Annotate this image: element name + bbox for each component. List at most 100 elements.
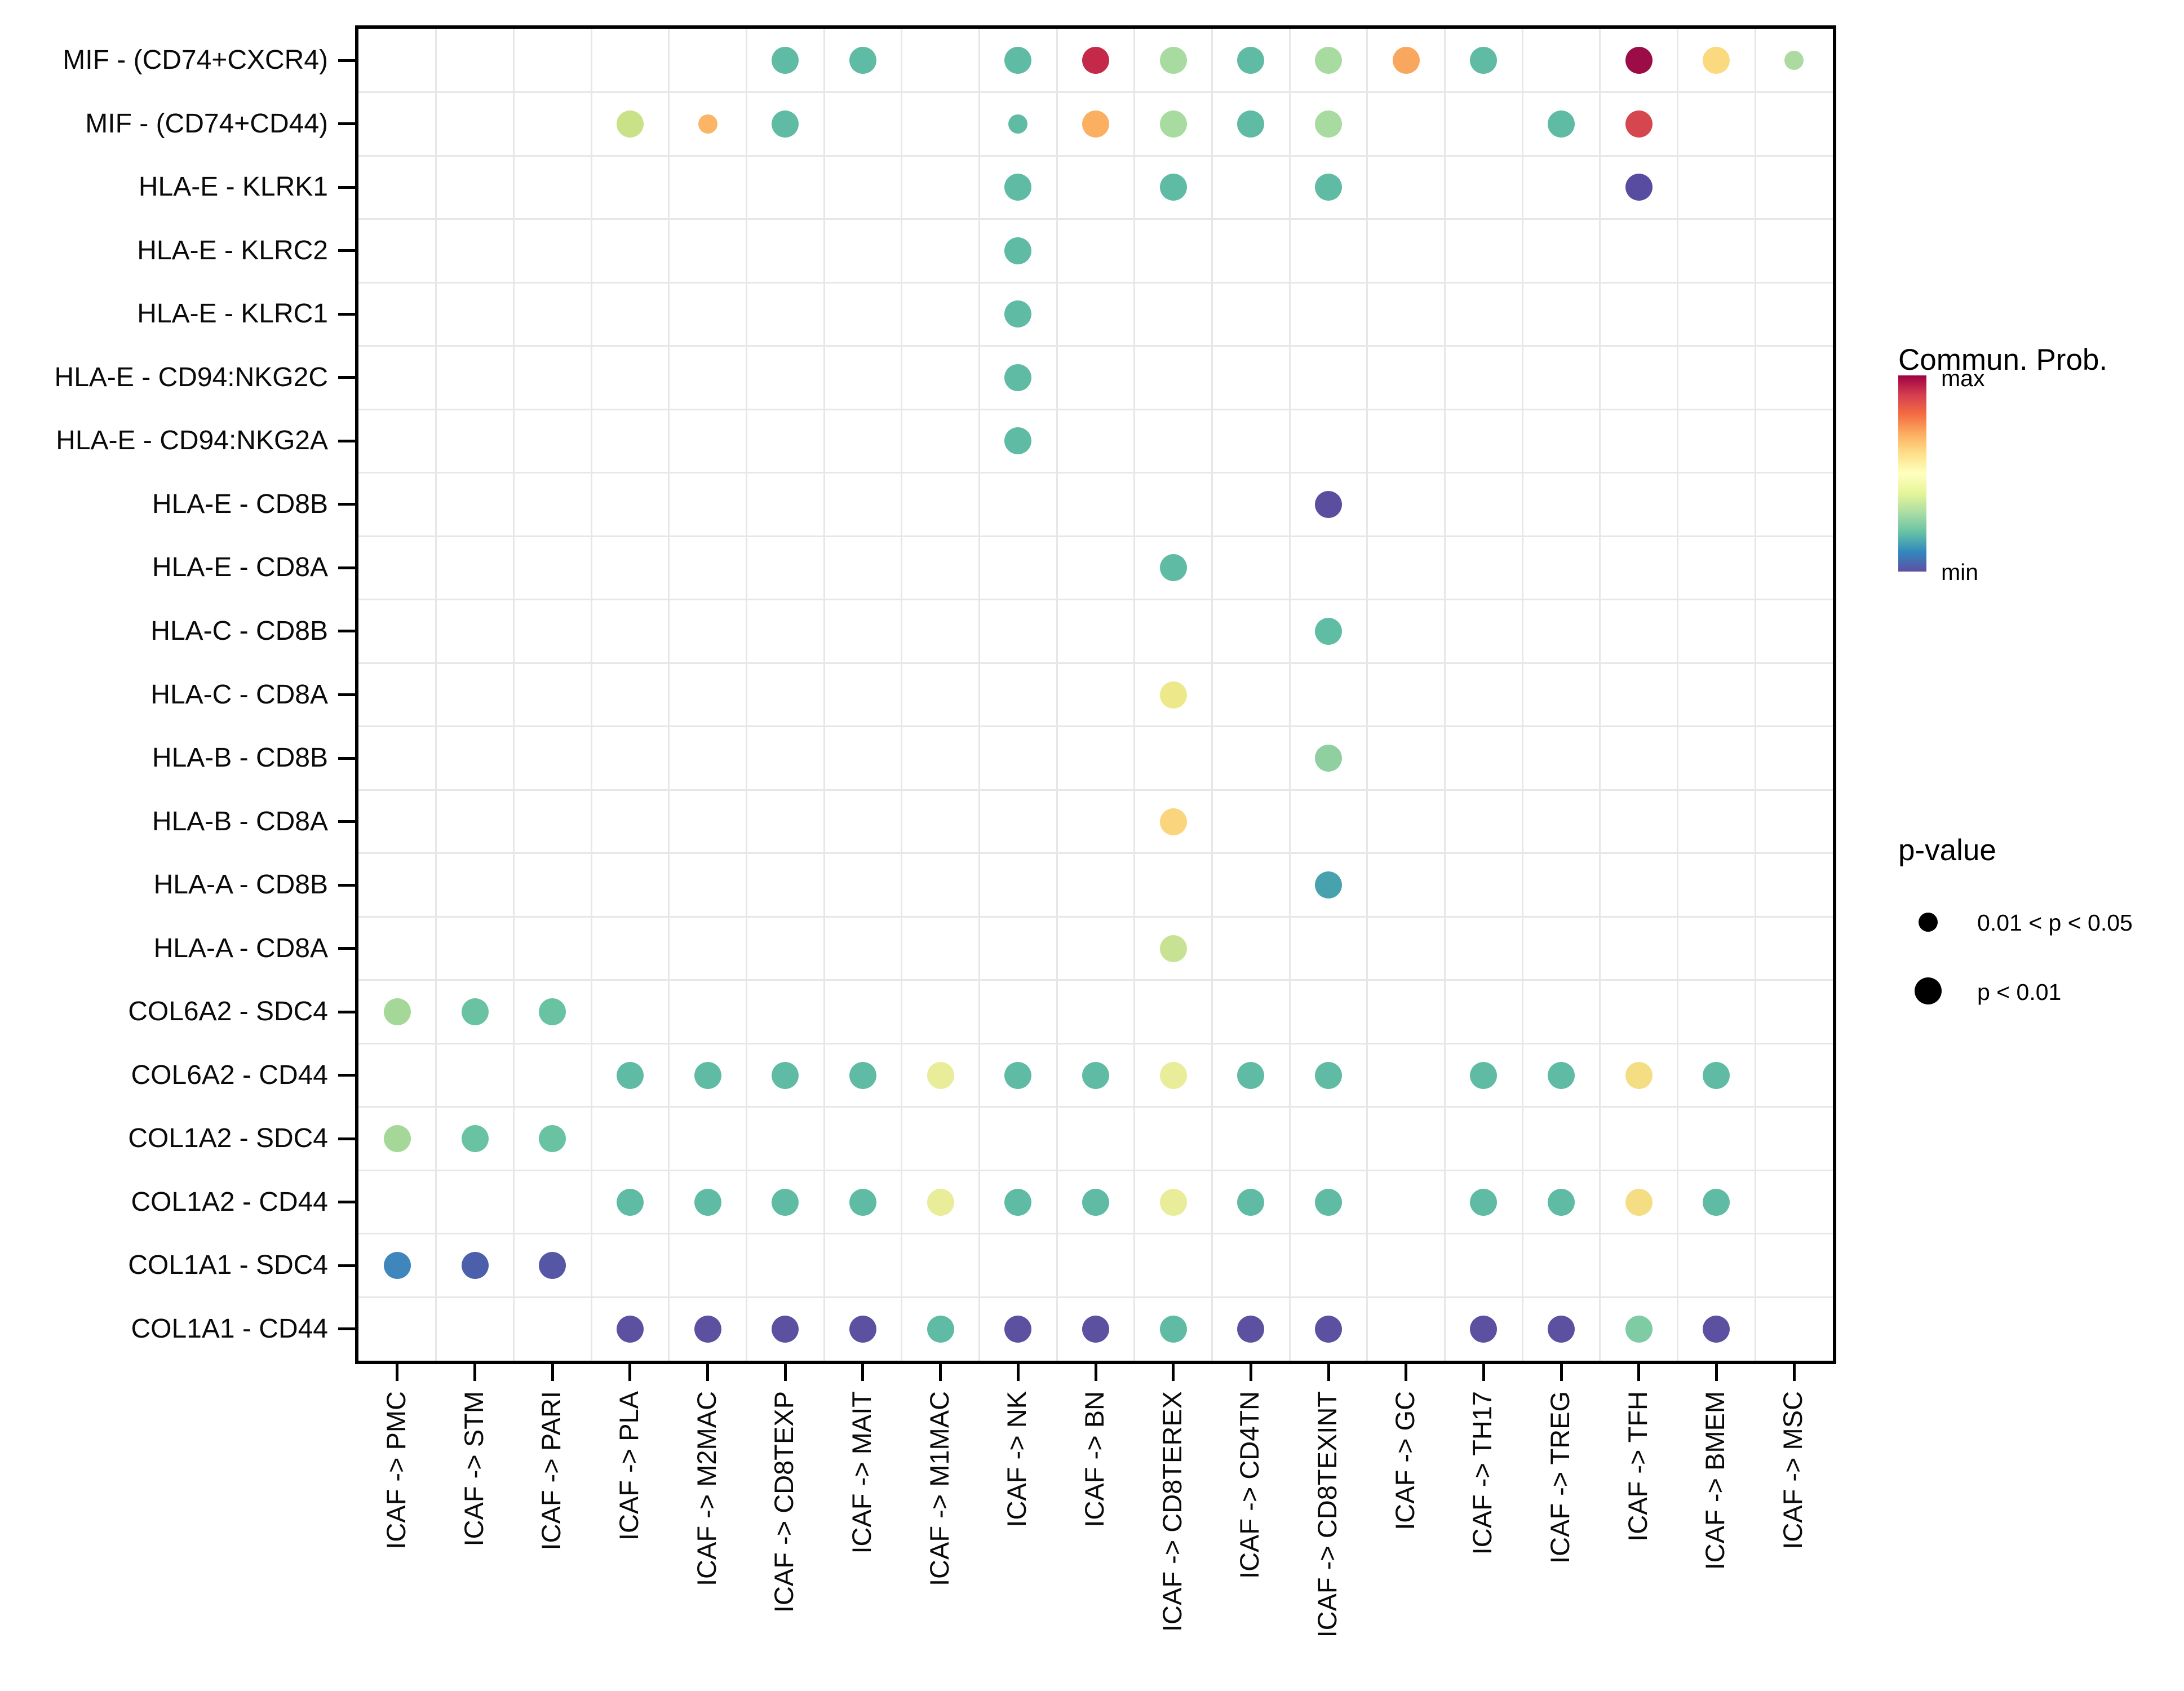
data-dot [1392, 47, 1420, 74]
grid-hline [358, 725, 1833, 728]
data-dot [772, 1061, 799, 1089]
y-axis-tick [338, 503, 355, 506]
data-dot [1784, 51, 1804, 70]
data-dot [1548, 110, 1575, 138]
data-dot [1237, 47, 1265, 74]
data-dot [383, 1252, 411, 1280]
x-axis-label: ICAF -> CD8TEXINT [1312, 1391, 1343, 1638]
data-dot [1237, 110, 1265, 138]
y-axis-tick [338, 122, 355, 126]
plot-grid [358, 29, 1833, 1361]
data-dot [461, 1125, 489, 1153]
y-axis-tick [338, 1137, 355, 1140]
data-dot [1625, 110, 1653, 138]
y-axis-label: COL1A2 - SDC4 [128, 1123, 328, 1154]
data-dot [539, 1252, 566, 1280]
data-dot [616, 1315, 644, 1343]
color-legend-max-label: max [1941, 365, 1985, 391]
x-axis-tick [1094, 1364, 1097, 1381]
data-dot [1470, 1061, 1498, 1089]
grid-hline [358, 662, 1833, 664]
data-dot [1470, 1315, 1498, 1343]
x-axis-tick [706, 1364, 710, 1381]
data-dot [1159, 110, 1187, 138]
x-axis-tick [1792, 1364, 1796, 1381]
y-axis-label: COL1A1 - CD44 [131, 1313, 328, 1344]
grid-vline [590, 29, 592, 1361]
y-axis-tick [338, 820, 355, 824]
data-dot [616, 110, 644, 138]
data-dot [1703, 1315, 1730, 1343]
data-dot [1159, 1061, 1187, 1089]
data-dot [1315, 745, 1343, 772]
x-axis-tick [783, 1364, 787, 1381]
y-axis-tick [338, 312, 355, 316]
data-dot [694, 1188, 721, 1216]
data-dot [1548, 1188, 1575, 1216]
x-axis-label: ICAF -> NK [1002, 1391, 1032, 1528]
pvalue-small-dot-label: 0.01 < p < 0.05 [1977, 910, 2133, 936]
grid-vline [1366, 29, 1368, 1361]
grid-hline [358, 1169, 1833, 1171]
data-dot [1470, 47, 1498, 74]
data-dot [1315, 617, 1343, 645]
grid-vline [1288, 29, 1291, 1361]
x-axis-tick [939, 1364, 942, 1381]
grid-hline [358, 599, 1833, 601]
grid-vline [512, 29, 515, 1361]
data-dot [849, 1061, 876, 1089]
y-axis-tick [338, 1327, 355, 1331]
data-dot [383, 998, 411, 1026]
y-axis-tick [338, 1201, 355, 1204]
data-dot [1082, 1188, 1109, 1216]
x-axis-tick [1560, 1364, 1563, 1381]
data-dot [1008, 114, 1028, 134]
y-axis-tick [338, 756, 355, 760]
data-dot [1237, 1188, 1265, 1216]
grid-vline [901, 29, 903, 1361]
y-axis-label: MIF - (CD74+CXCR4) [63, 45, 328, 76]
data-dot [927, 1188, 954, 1216]
x-axis-tick [1249, 1364, 1252, 1381]
x-axis-tick [1637, 1364, 1641, 1381]
data-dot [383, 1125, 411, 1153]
y-axis-tick [338, 1010, 355, 1013]
grid-hline [358, 535, 1833, 537]
y-axis-label: COL1A2 - CD44 [131, 1187, 328, 1217]
data-dot [1082, 110, 1109, 138]
data-dot [849, 1315, 876, 1343]
y-axis-tick [338, 1264, 355, 1267]
data-dot [772, 47, 799, 74]
y-axis-tick [338, 630, 355, 633]
x-axis-tick [1715, 1364, 1718, 1381]
y-axis-tick [338, 249, 355, 253]
color-legend-title: Commun. Prob. [1898, 343, 2108, 377]
data-dot [1159, 1188, 1187, 1216]
data-dot [1004, 1061, 1032, 1089]
data-dot [772, 1188, 799, 1216]
x-axis-tick [396, 1364, 399, 1381]
grid-vline [1677, 29, 1679, 1361]
x-axis-tick [473, 1364, 477, 1381]
pvalue-large-dot-swatch [1915, 977, 1942, 1004]
y-axis-tick [338, 693, 355, 696]
grid-vline [1211, 29, 1213, 1361]
y-axis-label: HLA-E - CD8B [152, 489, 328, 519]
data-dot [1315, 47, 1343, 74]
data-dot [1159, 681, 1187, 709]
data-dot [927, 1315, 954, 1343]
data-dot [1625, 47, 1653, 74]
data-dot [539, 1125, 566, 1153]
grid-hline [358, 345, 1833, 347]
y-axis-label: COL1A1 - SDC4 [128, 1250, 328, 1281]
data-dot [1159, 1315, 1187, 1343]
data-dot [1082, 1315, 1109, 1343]
grid-hline [358, 472, 1833, 474]
grid-vline [823, 29, 825, 1361]
x-axis-label: ICAF -> TFH [1622, 1391, 1653, 1542]
x-axis-label: ICAF -> PLA [613, 1391, 644, 1541]
data-dot [849, 1188, 876, 1216]
grid-hline [358, 154, 1833, 157]
y-axis-tick [338, 376, 355, 379]
